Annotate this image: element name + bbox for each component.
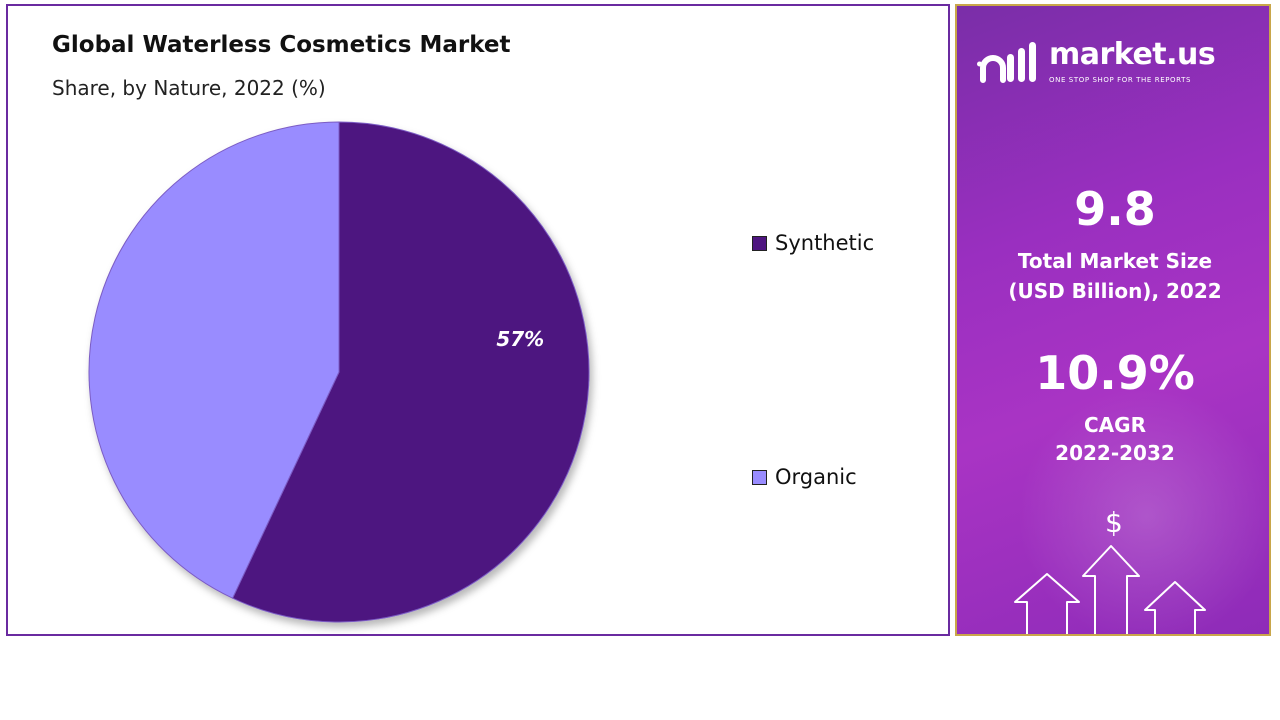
brand-name: market.us [1049,37,1216,72]
pie-chart: 57% [88,121,590,623]
chart-title: Global Waterless Cosmetics Market [52,32,511,58]
pie-slice-synthetic [231,121,590,623]
cagr-period: 2022-2032 [1055,441,1175,465]
cagr-label: CAGR [1084,413,1146,437]
legend-item-synthetic: Synthetic [752,231,874,255]
market-size-value: 9.8 [1074,182,1156,236]
chart-panel: Global Waterless Cosmetics Market Share,… [6,4,950,636]
growth-arrows-icon [1014,545,1206,634]
dollar-sign-icon: $ [1105,506,1123,539]
pie-slice-organic [88,121,340,599]
data-label-synthetic: 57% [496,327,544,351]
market-stats-panel: market.us ONE STOP SHOP FOR THE REPORTS … [955,4,1271,636]
legend-label-synthetic: Synthetic [775,231,875,255]
brand-logo-block: market.us ONE STOP SHOP FOR THE REPORTS [977,37,1216,92]
background-glow [1017,386,1269,634]
chart-subtitle: Share, by Nature, 2022 (%) [52,76,326,100]
cagr-value: 10.9% [1035,346,1195,400]
market-us-logo-icon [977,42,1036,83]
market-size-label-line1: Total Market Size [1017,249,1213,273]
legend-swatch-synthetic [752,235,767,251]
market-size-label-line2: (USD Billion), 2022 [1008,279,1222,303]
legend-swatch-organic [752,469,767,485]
brand-tagline: ONE STOP SHOP FOR THE REPORTS [1049,76,1192,84]
legend-item-organic: Organic [752,465,857,489]
legend-label-organic: Organic [775,465,857,489]
